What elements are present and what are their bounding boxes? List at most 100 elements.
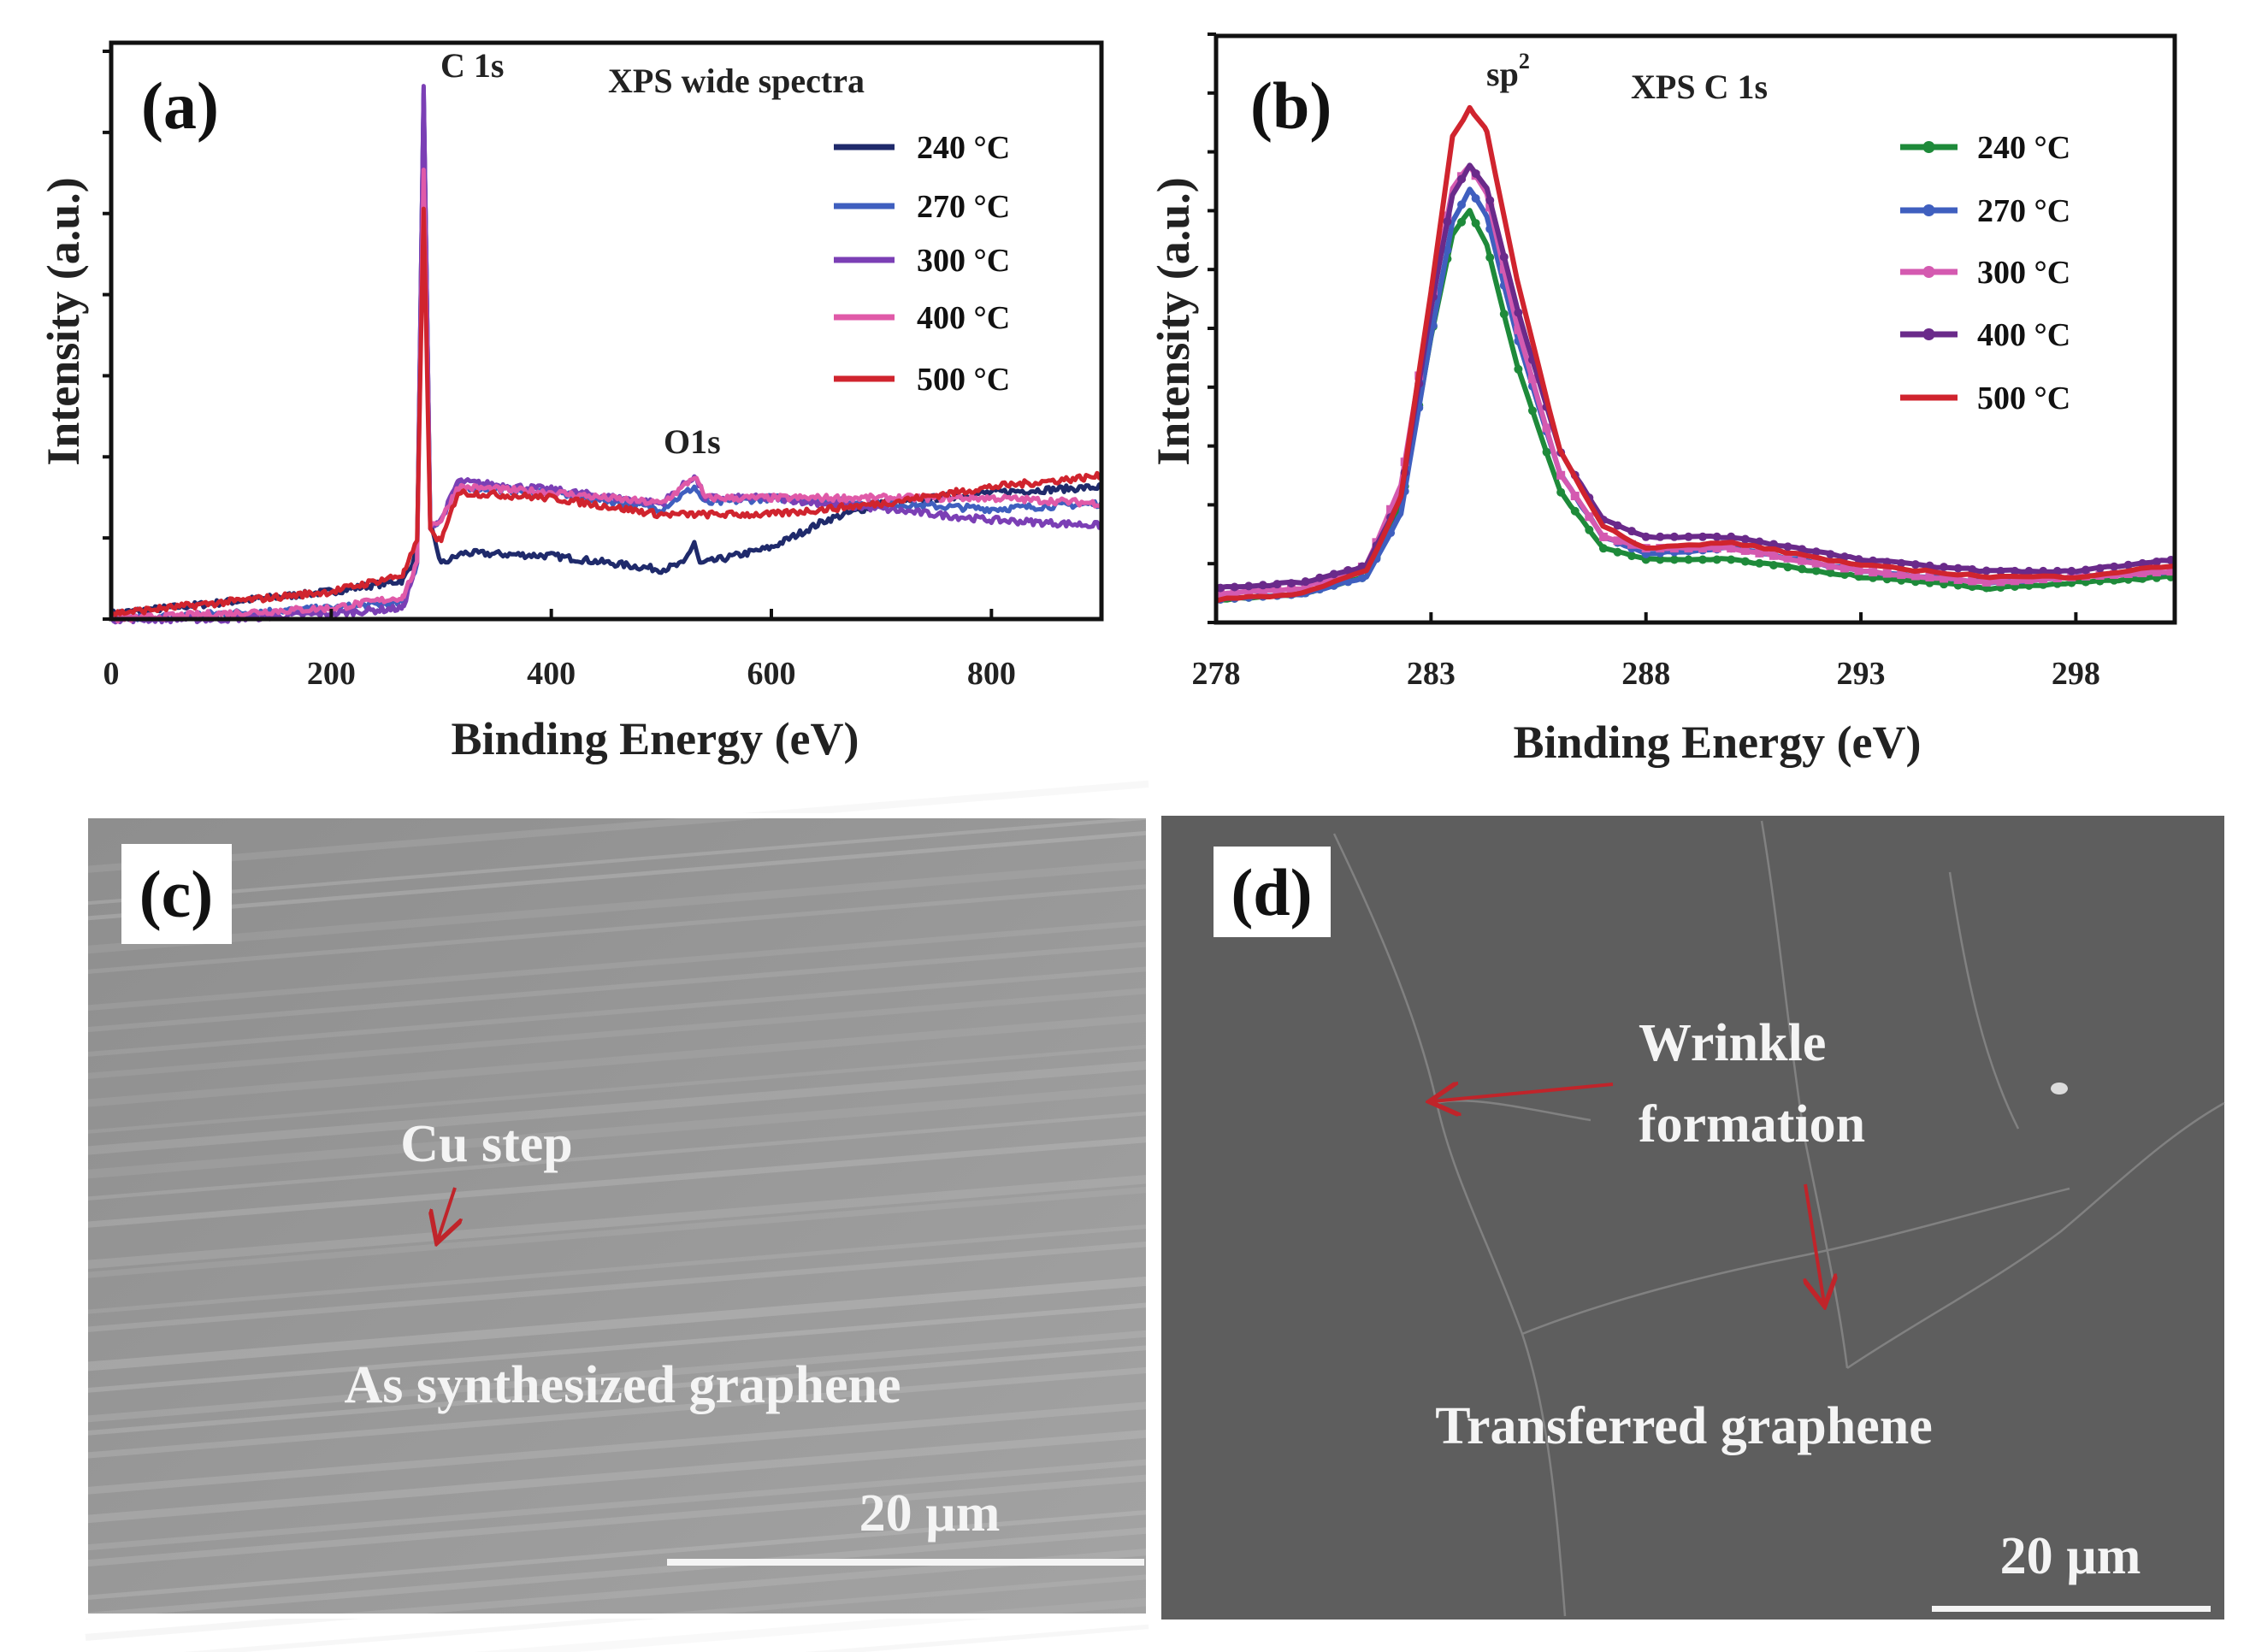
data-point-marker: [1996, 566, 2005, 575]
data-point-marker: [1684, 555, 1693, 564]
data-point-marker: [1854, 566, 1863, 575]
panel-c-scale-bar: [667, 1559, 1144, 1566]
step-stripe: [85, 1060, 1149, 1155]
data-point-marker: [1514, 325, 1523, 334]
panel-b-chart: 278 283 288 293 298 (b) sp2 XPS C 1s Binding…: [1148, 32, 2177, 768]
data-point-marker: [1471, 219, 1480, 228]
legend-marker: [1922, 328, 1935, 340]
data-point-marker: [1712, 532, 1721, 541]
data-point-marker: [1698, 544, 1708, 553]
step-stripe: [85, 1224, 1149, 1314]
data-point-marker: [2152, 568, 2161, 577]
data-point-marker: [1485, 253, 1495, 263]
step-stripe: [85, 1136, 1149, 1228]
step-stripe: [85, 966, 1149, 1058]
data-point-marker: [1471, 168, 1480, 178]
legend-entry: 270 °C: [917, 189, 1010, 225]
panel-b-series: [1215, 104, 2176, 604]
panel-a-frame: [109, 40, 1104, 622]
wrinkle-label-line2: formation: [1639, 1095, 1865, 1153]
step-stripe: [85, 1111, 1149, 1201]
legend-entry: 240 °C: [917, 130, 1010, 166]
data-point-marker: [1798, 564, 1807, 574]
data-point-marker: [1230, 582, 1239, 592]
data-point-marker: [1755, 558, 1764, 568]
step-stripe: [85, 1527, 1149, 1620]
x-tick-label: 283: [1407, 656, 1456, 692]
data-point-marker: [1499, 310, 1509, 319]
data-point-marker: [2123, 569, 2133, 579]
step-stripe: [85, 1429, 1149, 1524]
data-point-marker: [1684, 532, 1693, 541]
data-point-marker: [1783, 553, 1792, 563]
data-point-marker: [1357, 573, 1367, 582]
data-point-marker: [1598, 544, 1608, 553]
data-point-marker: [1613, 547, 1622, 557]
data-point-marker: [1315, 573, 1325, 582]
data-point-marker: [1457, 200, 1467, 209]
data-point-marker: [1329, 569, 1338, 579]
o1s-annotation: O1s: [664, 422, 721, 461]
step-stripe: [85, 1013, 1149, 1107]
data-point-marker: [1527, 375, 1537, 384]
data-point-marker: [1499, 252, 1509, 262]
legend-marker: [1922, 266, 1935, 278]
step-stripe: [85, 988, 1149, 1080]
legend-entry: 400 °C: [1977, 317, 2070, 353]
data-point-marker: [1826, 550, 1835, 559]
step-stripe: [85, 1044, 1149, 1135]
step-stripe: [85, 1459, 1149, 1551]
data-point-marker: [2152, 557, 2161, 566]
data-point-marker: [1585, 525, 1594, 534]
step-stripe: [85, 1548, 1149, 1642]
x-tick-label: 278: [1192, 656, 1241, 692]
data-point-marker: [1740, 534, 1750, 544]
data-point-marker: [1839, 563, 1849, 573]
data-point-marker: [2024, 575, 2034, 585]
data-point-marker: [1940, 563, 1949, 572]
panel-b-xlabel: Binding Energy (eV): [1513, 717, 1921, 768]
data-point-marker: [1740, 546, 1750, 555]
data-point-marker: [1811, 547, 1821, 557]
data-point-marker: [2024, 566, 2034, 575]
data-point-marker: [1570, 506, 1580, 516]
data-point-marker: [2138, 569, 2147, 578]
sem-image-c-background: [86, 816, 1149, 1616]
data-point-marker: [1684, 544, 1693, 553]
data-point-marker: [1244, 581, 1254, 591]
data-point-marker: [2081, 565, 2090, 575]
step-stripe: [85, 1366, 1149, 1459]
data-point-marker: [1968, 576, 1977, 586]
step-stripe: [85, 941, 1149, 1033]
data-point-marker: [1925, 561, 1934, 570]
data-point-marker: [1258, 581, 1267, 590]
panel-d-label: (d): [1231, 855, 1312, 929]
legend-entry: 300 °C: [917, 243, 1010, 279]
panel-b-ylabel: Intensity (a.u.): [1148, 177, 1199, 466]
data-point-marker: [1216, 583, 1225, 593]
step-stripe: [85, 1174, 1149, 1270]
panel-b-title: XPS C 1s: [1631, 68, 1768, 106]
c1s-annotation: C 1s: [440, 46, 504, 85]
data-point-marker: [1669, 555, 1679, 564]
data-point-marker: [2067, 566, 2076, 575]
data-point-marker: [1556, 470, 1566, 480]
data-point-marker: [1301, 582, 1310, 592]
data-point-marker: [1244, 587, 1254, 597]
data-point-marker: [1527, 406, 1537, 416]
data-point-marker: [2010, 566, 2019, 575]
data-point-marker: [2039, 575, 2048, 584]
step-stripe: [85, 1241, 1149, 1333]
data-point-marker: [1727, 544, 1736, 553]
data-point-marker: [1386, 504, 1396, 514]
data-point-marker: [1783, 563, 1792, 572]
data-point-marker: [2123, 560, 2133, 569]
data-point-marker: [1897, 570, 1906, 580]
data-point-marker: [1953, 563, 1963, 573]
data-point-marker: [1854, 555, 1863, 564]
data-point-marker: [1443, 245, 1452, 255]
data-point-marker: [1897, 558, 1906, 568]
data-point-marker: [1783, 542, 1792, 552]
panel-c-label-box: [121, 844, 232, 944]
step-stripe: [85, 1186, 1149, 1278]
